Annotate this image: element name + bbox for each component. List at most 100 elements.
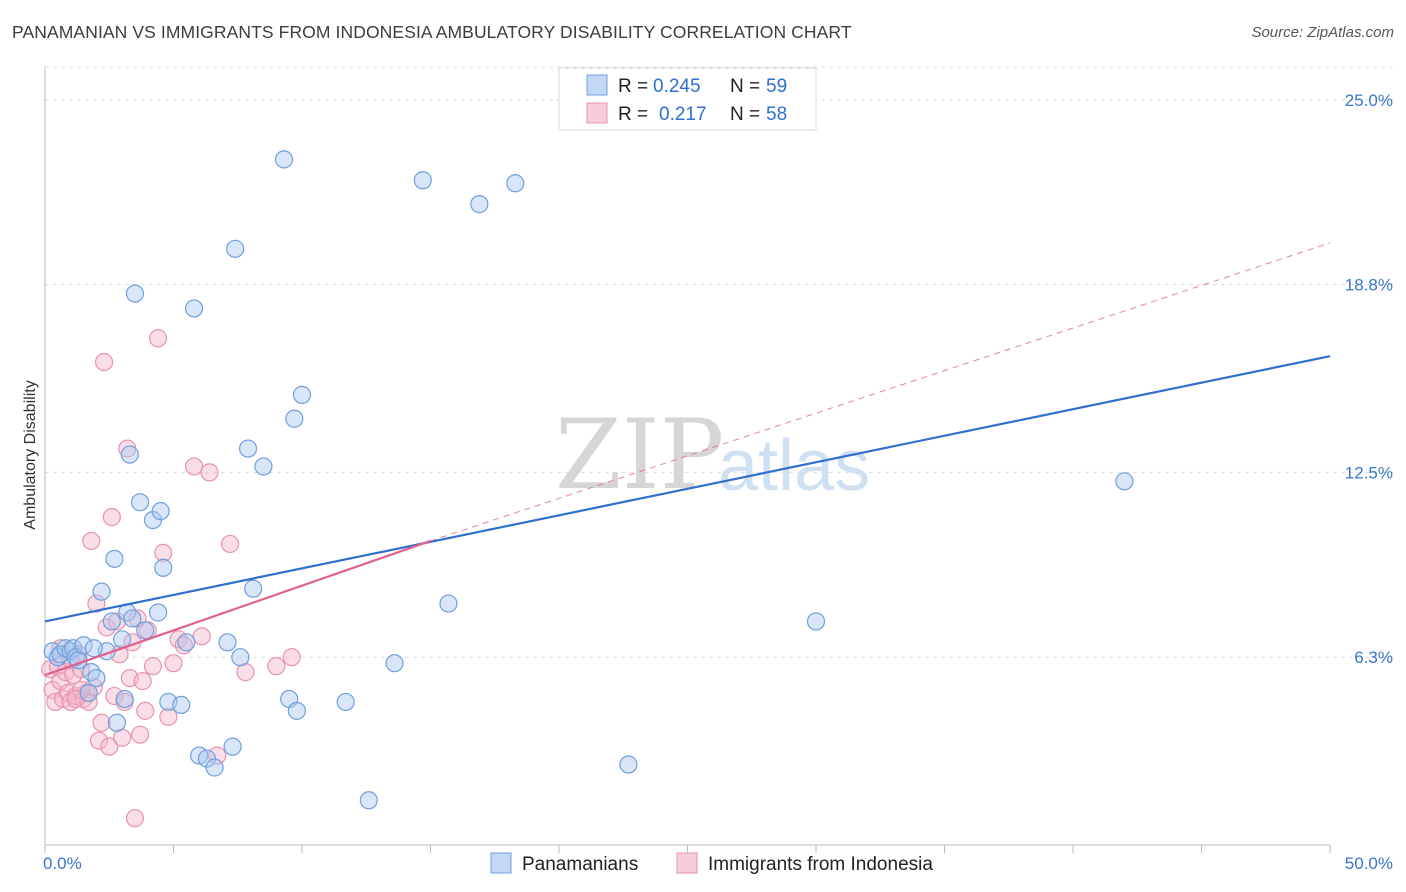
panamanian-point <box>254 457 273 476</box>
indonesia-point <box>97 618 116 637</box>
y-tick-label: 25.0% <box>1345 91 1393 110</box>
legend-n-label: N = <box>730 104 760 125</box>
panamanian-point <box>619 755 638 774</box>
legend: R = 0.245 N = 59 R = 0.217 N = 58 <box>558 67 817 131</box>
panamanian-point <box>223 737 242 756</box>
bottom-legend-swatch-blue <box>490 852 512 874</box>
panamanian-trend-line <box>44 355 1331 623</box>
panamanian-point <box>226 239 245 258</box>
indonesia-point <box>87 594 106 613</box>
panamanian-point <box>177 633 196 652</box>
panamanian-point <box>123 609 142 628</box>
panamanian-point <box>107 713 127 732</box>
watermark-zip: ZIP <box>555 399 724 511</box>
panamanian-point <box>385 654 404 673</box>
indonesia-point <box>148 329 168 348</box>
trend-lines <box>44 242 1331 677</box>
legend-r-value: 0.217 <box>659 104 707 125</box>
y-tick-label: 6.3% <box>1354 648 1393 667</box>
panamanian-point <box>105 549 124 568</box>
panamanian-point <box>287 701 306 720</box>
panamanian-point <box>148 603 168 622</box>
indonesia-point <box>125 809 145 828</box>
bottom-legend-indonesia: Immigrants from Indonesia <box>708 854 933 875</box>
indonesia-point <box>100 737 119 756</box>
y-tick-label: 12.5% <box>1345 463 1393 482</box>
indonesia-trend-line <box>44 539 431 677</box>
legend-r-value: 0.245 <box>653 76 701 97</box>
indonesia-point <box>184 457 204 476</box>
legend-r-label: R = <box>618 104 648 125</box>
indonesia-point <box>154 543 173 562</box>
axes <box>44 67 1331 853</box>
panamanian-point <box>218 633 237 652</box>
indonesia-point <box>267 657 286 676</box>
indonesia-point <box>89 731 109 750</box>
scatter-points <box>41 150 1134 828</box>
indonesia-point <box>282 648 301 667</box>
panamanian-point <box>238 439 258 458</box>
x-tick-labels: 0.0% 50.0% <box>43 854 1393 873</box>
panamanian-point <box>92 582 111 601</box>
panamanian-point <box>184 299 204 318</box>
panamanian-point <box>806 612 826 631</box>
panamanian-point <box>102 612 121 631</box>
legend-swatch-pink <box>586 102 608 124</box>
indonesia-point <box>200 463 219 482</box>
indonesia-point <box>143 657 163 676</box>
panamanian-point <box>79 683 98 703</box>
legend-n-value: 59 <box>766 76 787 97</box>
panamanian-point <box>359 791 378 810</box>
panamanian-point <box>125 284 145 303</box>
panamanian-point <box>84 639 103 658</box>
indonesia-point <box>130 725 150 744</box>
panamanian-point <box>205 758 224 777</box>
y-axis-title: Ambulatory Disability <box>22 380 39 529</box>
panamanian-point <box>82 663 101 682</box>
panamanian-point <box>506 174 525 193</box>
bottom-legend-swatch-pink <box>676 852 698 874</box>
panamanian-point <box>413 171 432 190</box>
chart-title: PANAMANIAN VS IMMIGRANTS FROM INDONESIA … <box>12 22 852 42</box>
bottom-legend-panamanians: Panamanians <box>522 854 638 875</box>
panamanian-point <box>115 689 134 709</box>
legend-n-value: 58 <box>766 104 787 125</box>
indonesia-point <box>208 746 227 765</box>
indonesia-point <box>107 612 127 631</box>
indonesia-point <box>159 707 178 726</box>
indonesia-point <box>136 701 155 720</box>
indonesia-point <box>133 671 152 691</box>
indonesia-point <box>164 654 183 673</box>
indonesia-trend-extension <box>430 242 1331 542</box>
legend-r-label: R = <box>618 76 648 97</box>
watermark: ZIP atlas <box>555 399 870 511</box>
panamanian-point <box>120 445 139 464</box>
panamanian-point <box>74 636 93 655</box>
indonesia-point <box>82 531 101 551</box>
source-credit: Source: ZipAtlas.com <box>1251 24 1394 41</box>
panamanian-point <box>231 648 250 667</box>
legend-n-label: N = <box>730 76 760 97</box>
panamanian-point <box>336 692 355 712</box>
gridlines <box>45 66 1393 658</box>
indonesia-point <box>95 353 114 372</box>
panamanian-point <box>1115 472 1134 491</box>
bottom-legend: Panamanians Immigrants from Indonesia <box>490 852 933 875</box>
panamanian-point <box>439 594 458 613</box>
panamanian-point <box>285 409 304 428</box>
y-tick-labels: 6.3% 12.5% 18.8% 25.0% <box>1345 91 1393 667</box>
indonesia-point <box>105 686 124 706</box>
panamanian-point <box>154 558 173 577</box>
legend-swatch-blue <box>586 74 608 96</box>
x-tick-label: 50.0% <box>1345 854 1393 873</box>
indonesia-point <box>102 508 121 527</box>
panamanian-point <box>172 695 191 715</box>
x-tick-label: 0.0% <box>43 854 82 873</box>
indonesia-point <box>92 713 111 732</box>
panamanian-point <box>136 621 155 640</box>
panamanian-point <box>244 579 263 598</box>
panamanian-point <box>151 502 170 521</box>
panamanian-point <box>56 639 75 658</box>
indonesia-point <box>174 636 193 655</box>
